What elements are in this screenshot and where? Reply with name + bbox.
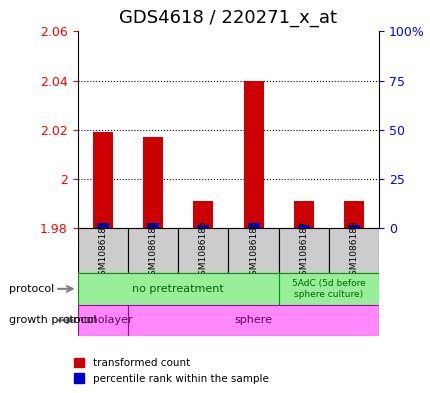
Bar <box>92 132 113 228</box>
Bar <box>197 226 209 228</box>
Bar <box>343 201 363 228</box>
FancyBboxPatch shape <box>128 228 178 273</box>
Bar <box>247 223 259 228</box>
Title: GDS4618 / 220271_x_at: GDS4618 / 220271_x_at <box>119 9 337 28</box>
Bar <box>96 223 108 228</box>
Bar <box>293 201 313 228</box>
Text: GSM1086183: GSM1086183 <box>98 220 107 281</box>
Text: GSM1086187: GSM1086187 <box>299 220 307 281</box>
Text: protocol: protocol <box>9 284 54 294</box>
FancyBboxPatch shape <box>77 228 128 273</box>
FancyBboxPatch shape <box>77 273 278 305</box>
Text: sphere: sphere <box>234 315 272 325</box>
FancyBboxPatch shape <box>77 305 128 336</box>
Legend: transformed count, percentile rank within the sample: transformed count, percentile rank withi… <box>70 354 272 388</box>
Bar <box>347 226 359 228</box>
Text: GSM1086185: GSM1086185 <box>198 220 207 281</box>
Text: GSM1086186: GSM1086186 <box>249 220 258 281</box>
Bar <box>297 226 309 228</box>
FancyBboxPatch shape <box>228 228 278 273</box>
Bar <box>243 81 263 228</box>
FancyBboxPatch shape <box>178 228 228 273</box>
Text: 5AdC (5d before
sphere culture): 5AdC (5d before sphere culture) <box>292 279 365 299</box>
FancyBboxPatch shape <box>328 228 378 273</box>
FancyBboxPatch shape <box>128 305 378 336</box>
Bar <box>193 201 213 228</box>
Text: no pretreatment: no pretreatment <box>132 284 224 294</box>
Text: GSM1086184: GSM1086184 <box>148 220 157 281</box>
Text: growth protocol: growth protocol <box>9 315 96 325</box>
Bar <box>147 223 159 228</box>
FancyBboxPatch shape <box>278 273 378 305</box>
Text: GSM1086188: GSM1086188 <box>349 220 358 281</box>
Bar <box>143 137 163 228</box>
Text: monolayer: monolayer <box>73 315 132 325</box>
FancyBboxPatch shape <box>278 228 328 273</box>
